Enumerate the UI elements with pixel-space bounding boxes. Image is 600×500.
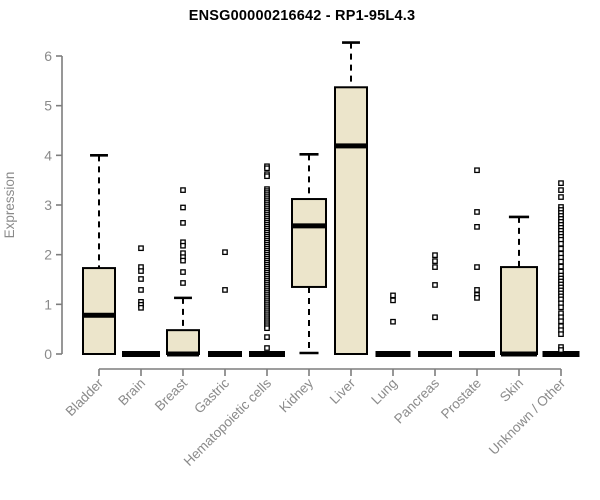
outlier-point [558, 187, 564, 193]
flat-box [418, 351, 452, 357]
box-group-hematopoietic-cells: Hematopoietic cells [181, 163, 285, 469]
outlier-point [180, 220, 186, 226]
flat-box [375, 351, 411, 357]
outlier-point [180, 242, 186, 249]
outlier-point [138, 245, 144, 252]
x-tick-label: Lung [368, 376, 400, 408]
y-axis-title: Expression [2, 172, 17, 239]
outlier-point [264, 345, 270, 351]
chart-title: ENSG00000216642 - RP1-95L4.3 [188, 8, 416, 24]
y-tick-label: 6 [44, 48, 52, 64]
outlier-point [390, 318, 396, 325]
outlier-point [474, 264, 480, 270]
outlier-point [558, 194, 564, 200]
x-tick-label: Bladder [63, 375, 107, 419]
outlier-point [558, 180, 564, 186]
x-tick-label: Kidney [276, 375, 316, 415]
outlier-point [558, 258, 564, 265]
iqr-box [291, 198, 327, 288]
outlier-point [222, 249, 228, 256]
flat-box [249, 351, 285, 357]
x-tick-label: Unknown / Other [486, 375, 569, 458]
outlier-point [474, 209, 480, 215]
outlier-point [558, 347, 564, 353]
outlier-point [558, 240, 564, 247]
outlier-point [138, 304, 144, 311]
x-tick-label: Skin [497, 376, 526, 405]
outlier-point [264, 173, 270, 180]
x-tick-label: Pancreas [391, 375, 442, 426]
outlier-point [558, 331, 564, 337]
outlier-point [558, 245, 564, 252]
median-line [83, 312, 115, 318]
y-tick-label: 4 [44, 147, 52, 163]
y-tick-label: 1 [44, 296, 52, 312]
outlier-point [474, 295, 480, 301]
median-line [292, 223, 326, 229]
median-line [335, 143, 367, 149]
outlier-point [432, 252, 438, 259]
x-tick-label: Liver [327, 375, 359, 407]
outlier-point [474, 287, 480, 293]
flat-box [208, 351, 242, 357]
outlier-point [264, 334, 270, 340]
outlier-point [180, 187, 186, 193]
flat-box [122, 351, 160, 357]
box-group-skin: Skin [497, 215, 538, 405]
box-group-liver: Liver [327, 41, 368, 407]
iqr-box [166, 329, 200, 356]
outlier-point [432, 264, 438, 270]
y-tick-label: 5 [44, 98, 52, 114]
outlier-point [474, 167, 480, 174]
box-group-kidney: Kidney [276, 153, 327, 415]
y-tick-label: 3 [44, 197, 52, 213]
outlier-point [222, 287, 228, 293]
outlier-point [264, 325, 270, 332]
outlier-point [180, 257, 186, 264]
outlier-point [180, 269, 186, 275]
flat-box [542, 351, 580, 357]
outlier-point [180, 280, 186, 286]
iqr-box [500, 266, 538, 356]
y-tick-label: 0 [44, 346, 52, 362]
outlier-point [138, 276, 144, 282]
outlier-point [264, 165, 270, 172]
outlier-point [558, 263, 564, 270]
box-group-lung: Lung [368, 292, 411, 408]
outlier-point [432, 314, 438, 321]
median-line [501, 351, 537, 357]
flat-box [459, 351, 495, 357]
x-tick-label: Breast [152, 375, 190, 413]
outlier-point [138, 268, 144, 274]
outlier-point [474, 224, 480, 230]
y-tick-label: 2 [44, 247, 52, 263]
box-group-prostate: Prostate [438, 167, 495, 422]
outlier-point [558, 318, 564, 325]
outlier-point [390, 292, 396, 299]
median-line [167, 351, 199, 357]
x-tick-label: Brain [115, 376, 148, 409]
outlier-point [432, 258, 438, 264]
box-group-bladder: Bladder [63, 154, 116, 419]
box-group-brain: Brain [115, 245, 160, 409]
box-group-breast: Breast [152, 187, 200, 414]
x-tick-label: Gastric [191, 375, 232, 416]
iqr-box [334, 86, 368, 355]
outlier-point [138, 287, 144, 293]
outlier-point [180, 204, 186, 211]
outlier-point [432, 282, 438, 288]
outlier-point [390, 297, 396, 304]
outlier-point [558, 304, 564, 311]
iqr-box [82, 267, 116, 355]
box-group-pancreas: Pancreas [391, 252, 452, 426]
x-tick-label: Prostate [438, 376, 484, 422]
